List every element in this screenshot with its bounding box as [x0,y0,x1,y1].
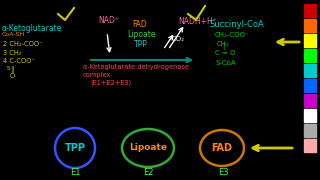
Text: 3 CH₂: 3 CH₂ [3,50,21,56]
Bar [304,4,316,17]
Text: 5: 5 [3,66,11,71]
Bar [304,109,316,122]
Text: Lipoate: Lipoate [127,30,156,39]
Bar [304,124,316,137]
Text: NAD⁺: NAD⁺ [98,16,119,25]
Bar [304,64,316,77]
Text: O: O [10,73,15,79]
Text: FAD: FAD [132,20,147,29]
Text: (E1+E2+E3): (E1+E2+E3) [90,80,131,87]
Text: FAD: FAD [212,143,233,153]
Text: CH₂-COO⁻: CH₂-COO⁻ [215,32,250,38]
Text: α-Ketoglutarate dehydrogenase: α-Ketoglutarate dehydrogenase [83,64,189,70]
Text: E1: E1 [70,168,81,177]
Bar [304,139,316,152]
Bar [304,34,316,47]
Text: 2 CH₂-COO⁻: 2 CH₂-COO⁻ [3,41,43,47]
Text: α-Ketoglutarate: α-Ketoglutarate [2,24,62,33]
Text: TPP: TPP [134,40,148,49]
Text: CO₂: CO₂ [172,36,185,42]
Bar [304,79,316,92]
Bar [304,49,316,62]
Text: ||: || [10,66,14,73]
Text: Lipoate: Lipoate [129,143,167,152]
Text: TPP: TPP [65,143,85,153]
Text: E3: E3 [218,168,228,177]
Text: S-CoA: S-CoA [215,60,236,66]
Text: CH₂: CH₂ [217,41,230,47]
Bar [304,19,316,32]
Text: complex: complex [83,72,111,78]
Text: E2: E2 [143,168,154,177]
Text: |: | [222,43,224,50]
Text: 4 C-COO⁻: 4 C-COO⁻ [3,58,35,64]
Bar [304,94,316,107]
Text: Succinyl-CoA: Succinyl-CoA [210,20,265,29]
Text: NADH+H⁺: NADH+H⁺ [178,17,217,26]
Text: C = O: C = O [215,50,236,56]
Text: CoA-SH: CoA-SH [2,32,25,37]
